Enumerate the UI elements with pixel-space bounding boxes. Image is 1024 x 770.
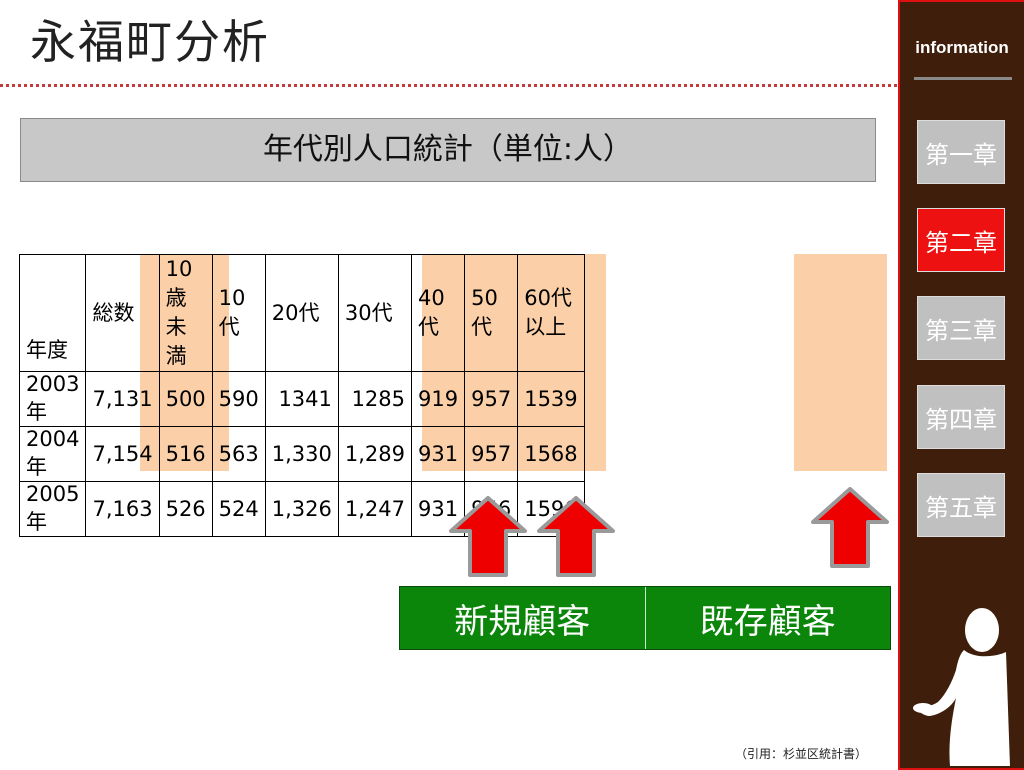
- cell-thirties: 1285: [337, 371, 413, 427]
- header-sixties-line1: 60代: [524, 286, 572, 310]
- cell-sixties: 1539: [517, 371, 585, 427]
- cell-forties: 931: [411, 426, 466, 482]
- cell-teens: 563: [211, 426, 266, 482]
- population-table: 年度 総数 10歳未満 10代 20代 30代 40代 50代 60代以上 20…: [18, 254, 585, 537]
- cell-sixties: 1568: [517, 426, 585, 482]
- header-under10-line2: 未満: [165, 315, 187, 368]
- cell-under10: 500: [158, 371, 213, 427]
- existing-customer-label: 既存顧客: [645, 587, 890, 649]
- header-total: 総数: [85, 254, 160, 372]
- header-fifties: 50代: [464, 254, 519, 372]
- header-sixties: 60代以上: [517, 254, 585, 372]
- sidebar-title: information: [915, 38, 1009, 57]
- cell-fifties: 957: [464, 371, 519, 427]
- header-teens: 10代: [211, 254, 266, 372]
- header-under10: 10歳未満: [158, 254, 213, 372]
- table-header-row: 年度 総数 10歳未満 10代 20代 30代 40代 50代 60代以上: [18, 254, 585, 372]
- sidebar-item-chapter-2[interactable]: 第二章: [917, 208, 1005, 272]
- header-under10-line1: 10歳: [165, 257, 193, 310]
- new-customer-label: 新規顧客: [400, 587, 646, 649]
- cell-year: 2005年: [18, 481, 87, 537]
- presenter-silhouette-icon: [913, 608, 1010, 766]
- cell-twenties: 1,330: [264, 426, 339, 482]
- sidebar-item-chapter-5[interactable]: 第五章: [917, 473, 1005, 537]
- header-forties: 40代: [411, 254, 466, 372]
- sidebar-divider: [914, 77, 1012, 80]
- source-citation: （引用：杉並区統計書）: [735, 747, 868, 761]
- cell-twenties: 1,326: [264, 481, 339, 537]
- cell-thirties: 1,247: [337, 481, 413, 537]
- cell-year: 2003年: [18, 371, 87, 427]
- sidebar-item-chapter-3[interactable]: 第三章: [917, 296, 1005, 360]
- sidebar-item-chapter-1[interactable]: 第一章: [917, 120, 1005, 184]
- cell-forties: 919: [411, 371, 466, 427]
- header-year: 年度: [18, 254, 87, 372]
- header-sixties-line2: 以上: [524, 315, 567, 339]
- cell-teens: 524: [211, 481, 266, 537]
- info-sidebar: information 第一章 第二章 第三章 第四章 第五章: [898, 0, 1024, 770]
- table-row: 2003年 7,131 500 590 1341 1285 919 957 15…: [18, 371, 585, 427]
- cell-fifties: 957: [464, 426, 519, 482]
- cell-teens: 590: [211, 371, 266, 427]
- cell-under10: 516: [158, 426, 213, 482]
- header-twenties: 20代: [264, 254, 339, 372]
- cell-total: 7,154: [85, 426, 160, 482]
- highlight-sixties-column: [794, 254, 887, 471]
- table-banner: 年代別人口統計（単位:人）: [20, 118, 876, 182]
- up-arrow-icon: [811, 487, 889, 568]
- page-title: 永福町分析: [30, 15, 270, 69]
- cell-under10: 526: [158, 481, 213, 537]
- up-arrow-icon: [449, 496, 527, 577]
- up-arrow-icon: [537, 496, 615, 577]
- cell-total: 7,131: [85, 371, 160, 427]
- cell-thirties: 1,289: [337, 426, 413, 482]
- cell-twenties: 1341: [264, 371, 339, 427]
- title-divider: [0, 84, 897, 87]
- header-thirties: 30代: [337, 254, 413, 372]
- table-row: 2004年 7,154 516 563 1,330 1,289 931 957 …: [18, 426, 585, 482]
- customer-labels: 新規顧客 既存顧客: [399, 586, 891, 650]
- cell-total: 7,163: [85, 481, 160, 537]
- cell-year: 2004年: [18, 426, 87, 482]
- sidebar-item-chapter-4[interactable]: 第四章: [917, 385, 1005, 449]
